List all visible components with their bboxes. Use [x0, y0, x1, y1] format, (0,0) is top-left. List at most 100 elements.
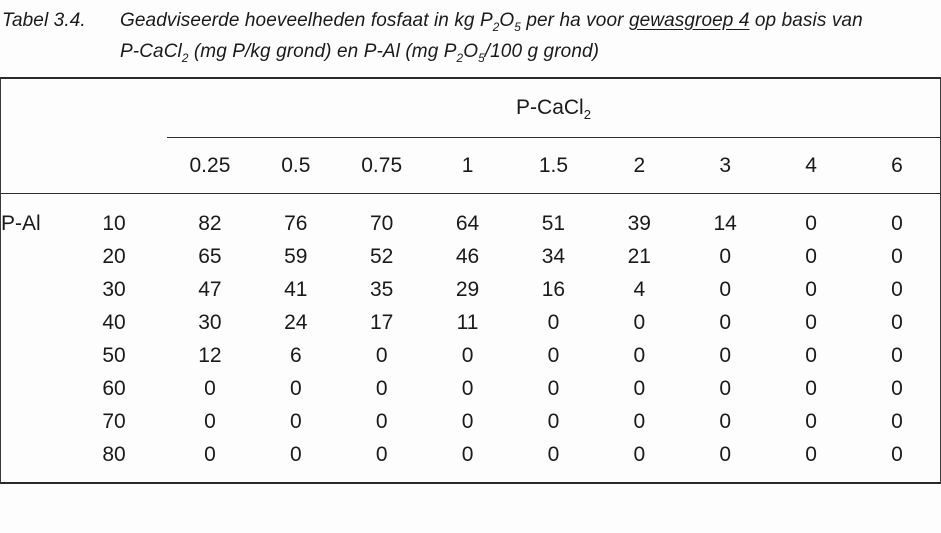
caption-line-2: P-CaCl2 (mg P/kg grond) en P-Al (mg P2O5… [120, 41, 600, 65]
data-cell: 0 [805, 244, 817, 268]
data-cell: 0 [461, 442, 474, 466]
group-header-pcacl2: P-CaCl2 [167, 79, 940, 138]
data-cell: 0 [461, 409, 474, 433]
data-cell: 39 [627, 211, 651, 235]
data-cell: 0 [805, 310, 817, 334]
data-cell: 0 [289, 376, 302, 400]
data-cell: 0 [289, 442, 302, 466]
row-label: 20 [102, 244, 126, 268]
table-body: P-Al 10 82 76 70 64 51 39 14 0 0 20 65 59 52 46 34 21 0 0 0 3… [1, 194, 940, 472]
data-cell: 0 [805, 409, 817, 433]
row-label: 30 [102, 277, 126, 301]
data-cell: 0 [891, 376, 903, 400]
data-cell: 82 [198, 211, 222, 235]
axis-spacer [1, 372, 61, 405]
data-cell: 0 [719, 343, 732, 367]
table-row: 40 30 24 17 11 0 0 0 0 0 [1, 306, 940, 339]
table-row: 80 0 0 0 0 0 0 0 0 0 [1, 438, 940, 471]
axis-spacer [1, 438, 61, 471]
axis-spacer [1, 240, 61, 273]
data-cell: 0 [461, 343, 474, 367]
data-cell: 0 [547, 310, 560, 334]
table-row: 70 0 0 0 0 0 0 0 0 0 [1, 405, 940, 438]
data-cell: 70 [370, 211, 394, 235]
row-axis-label: P-Al [1, 211, 41, 235]
column-header-row: 0.25 0.5 0.75 1 1.5 2 3 4 6 [1, 137, 940, 194]
table-row: P-Al 10 82 76 70 64 51 39 14 0 0 [1, 194, 940, 241]
data-cell: 0 [891, 409, 903, 433]
data-cell: 24 [284, 310, 308, 334]
caption-line-1: Geadviseerde hoeveelheden fosfaat in kg … [120, 10, 863, 34]
data-cell: 0 [891, 310, 903, 334]
data-cell: 0 [375, 409, 388, 433]
table-row: 50 12 6 0 0 0 0 0 0 0 [1, 339, 940, 372]
data-cell: 0 [719, 277, 732, 301]
axis-spacer [1, 339, 61, 372]
data-cell: 4 [633, 277, 646, 301]
data-cell: 0 [547, 409, 560, 433]
data-cell: 30 [198, 310, 222, 334]
data-cell: 11 [456, 310, 479, 334]
data-cell: 0 [204, 442, 216, 466]
data-cell: 64 [455, 211, 480, 235]
data-cell: 51 [541, 211, 566, 235]
data-cell: 35 [370, 277, 394, 301]
header-spacer [1, 79, 167, 138]
data-cell: 0 [547, 442, 560, 466]
data-cell: 46 [455, 244, 480, 268]
row-label: 10 [102, 211, 126, 235]
data-cell: 0 [633, 343, 646, 367]
data-cell: 0 [633, 310, 646, 334]
caption-underlined-term: gewasgroep 4 [628, 10, 750, 31]
data-cell: 16 [541, 277, 566, 301]
col-header: 6 [854, 137, 940, 194]
data-cell: 0 [375, 376, 388, 400]
data-cell: 17 [370, 310, 394, 334]
data-cell: 0 [633, 409, 646, 433]
row-label: 80 [102, 442, 126, 466]
table-frame: P-CaCl2 0.25 0.5 0.75 1 1.5 2 3 4 6 P-Al… [0, 77, 941, 484]
table-caption: Tabel 3.4. Geadviseerde hoeveelheden fos… [0, 0, 941, 67]
data-cell: 0 [719, 376, 732, 400]
data-cell: 0 [805, 376, 817, 400]
col-header: 0.5 [252, 137, 339, 194]
data-cell: 34 [541, 244, 566, 268]
header-spacer [1, 137, 167, 194]
data-cell: 0 [805, 211, 817, 235]
data-cell: 0 [719, 442, 732, 466]
group-header-row: P-CaCl2 [1, 79, 940, 138]
data-cell: 29 [455, 277, 480, 301]
data-cell: 0 [891, 343, 903, 367]
data-cell: 0 [805, 442, 817, 466]
data-cell: 0 [547, 343, 560, 367]
data-cell: 41 [284, 277, 308, 301]
data-cell: 0 [547, 376, 560, 400]
data-cell: 0 [891, 244, 903, 268]
row-label: 40 [102, 310, 126, 334]
col-header: 2 [596, 137, 683, 194]
phosphate-advice-table: P-CaCl2 0.25 0.5 0.75 1 1.5 2 3 4 6 P-Al… [1, 79, 940, 471]
axis-spacer [1, 405, 61, 438]
col-header: 0.75 [338, 137, 425, 194]
data-cell: 0 [719, 310, 732, 334]
col-header: 1 [424, 137, 511, 194]
row-label: 60 [102, 376, 126, 400]
data-cell: 0 [719, 244, 732, 268]
data-cell: 76 [284, 211, 308, 235]
data-cell: 6 [289, 343, 302, 367]
table-number: Tabel 3.4. [2, 10, 86, 31]
col-header: 1.5 [510, 137, 597, 194]
table-row: 20 65 59 52 46 34 21 0 0 0 [1, 240, 940, 273]
axis-spacer [1, 273, 61, 306]
data-cell: 0 [805, 277, 817, 301]
data-cell: 0 [891, 277, 903, 301]
table-row: 30 47 41 35 29 16 4 0 0 0 [1, 273, 940, 306]
table-row: 60 0 0 0 0 0 0 0 0 0 [1, 372, 940, 405]
data-cell: 0 [633, 376, 646, 400]
data-cell: 0 [805, 343, 817, 367]
data-cell: 0 [719, 409, 732, 433]
data-cell: 47 [198, 277, 222, 301]
data-cell: 0 [891, 442, 903, 466]
data-cell: 0 [204, 376, 216, 400]
